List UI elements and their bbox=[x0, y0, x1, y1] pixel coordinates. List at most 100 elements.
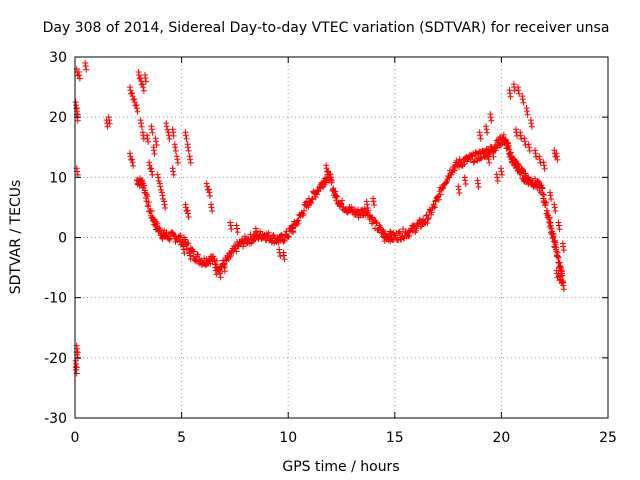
data-point bbox=[474, 177, 481, 184]
x-tick-label: 25 bbox=[599, 430, 617, 446]
x-tick-label: 10 bbox=[279, 430, 297, 446]
data-point bbox=[555, 254, 562, 261]
data-point bbox=[477, 135, 484, 142]
data-point bbox=[206, 192, 213, 199]
data-point bbox=[548, 225, 555, 232]
data-point bbox=[285, 233, 292, 240]
data-point bbox=[144, 132, 151, 139]
data-point bbox=[208, 201, 215, 208]
data-point bbox=[145, 138, 152, 145]
data-point bbox=[556, 277, 563, 284]
data-point bbox=[510, 81, 517, 88]
data-point bbox=[513, 132, 520, 139]
data-point bbox=[184, 141, 191, 148]
data-point bbox=[154, 171, 161, 178]
data-point bbox=[148, 123, 155, 130]
data-point bbox=[483, 123, 490, 130]
data-point bbox=[330, 185, 337, 192]
data-point bbox=[560, 247, 567, 254]
x-tick-label: 0 bbox=[71, 430, 80, 446]
data-point bbox=[156, 180, 163, 187]
x-tick-label: 5 bbox=[177, 430, 186, 446]
data-point bbox=[494, 177, 501, 184]
data-point bbox=[146, 159, 153, 166]
data-point bbox=[475, 183, 482, 190]
y-tick-label: 20 bbox=[49, 110, 67, 126]
data-point bbox=[127, 84, 134, 91]
data-point bbox=[232, 245, 239, 252]
data-point bbox=[234, 229, 241, 236]
data-point bbox=[486, 159, 493, 166]
data-point bbox=[507, 93, 514, 100]
data-point bbox=[517, 129, 524, 136]
axis-ticks: 0 5 10 15 20 25 -30 -20 -10 0 10 20 30 bbox=[44, 50, 617, 446]
data-point bbox=[130, 162, 137, 169]
data-point bbox=[489, 147, 496, 154]
data-point bbox=[151, 150, 158, 157]
data-point bbox=[379, 226, 386, 233]
data-point bbox=[227, 252, 234, 259]
data-point bbox=[525, 141, 532, 148]
data-point bbox=[519, 93, 526, 100]
y-axis-label: SDTVAR / TECUs bbox=[8, 180, 24, 295]
data-point bbox=[551, 147, 558, 154]
data-point bbox=[527, 117, 534, 124]
data-point bbox=[210, 256, 217, 263]
data-point bbox=[313, 191, 320, 198]
data-point bbox=[363, 198, 370, 205]
data-point bbox=[169, 126, 176, 133]
data-point bbox=[485, 153, 492, 160]
data-point bbox=[364, 205, 371, 212]
data-point bbox=[488, 117, 495, 124]
data-point bbox=[552, 208, 559, 215]
data-point bbox=[334, 193, 341, 200]
data-point bbox=[539, 184, 546, 191]
data-point bbox=[369, 214, 376, 221]
data-point bbox=[251, 237, 258, 244]
data-point bbox=[167, 235, 174, 242]
data-point bbox=[75, 69, 82, 76]
data-point bbox=[133, 102, 140, 109]
data-points bbox=[72, 60, 567, 377]
data-point bbox=[428, 209, 435, 216]
data-point bbox=[105, 114, 112, 121]
data-point bbox=[150, 144, 157, 151]
data-point bbox=[72, 99, 79, 106]
data-point bbox=[184, 207, 191, 214]
data-point bbox=[74, 117, 81, 124]
data-point bbox=[285, 233, 292, 240]
data-point bbox=[186, 249, 193, 256]
data-point bbox=[294, 220, 301, 227]
data-point bbox=[370, 195, 377, 202]
data-point bbox=[328, 177, 335, 184]
data-point bbox=[550, 233, 557, 240]
y-tick-label: -20 bbox=[44, 351, 67, 367]
data-point bbox=[546, 214, 553, 221]
x-tick-label: 15 bbox=[386, 430, 404, 446]
data-point bbox=[82, 60, 89, 67]
data-point bbox=[522, 141, 529, 148]
data-point bbox=[528, 123, 535, 130]
data-point bbox=[187, 159, 194, 166]
data-point bbox=[406, 228, 413, 235]
data-point bbox=[83, 66, 90, 73]
data-point bbox=[493, 171, 500, 178]
data-point bbox=[305, 204, 312, 211]
data-point bbox=[172, 147, 179, 154]
data-point bbox=[166, 135, 173, 142]
data-point bbox=[540, 159, 547, 166]
data-point bbox=[414, 220, 421, 227]
data-point bbox=[437, 191, 444, 198]
data-point bbox=[554, 274, 561, 281]
data-point bbox=[221, 268, 228, 275]
data-point bbox=[478, 155, 485, 162]
data-point bbox=[162, 205, 169, 212]
data-point bbox=[431, 202, 438, 209]
data-point bbox=[324, 168, 331, 175]
data-point bbox=[139, 81, 146, 88]
data-point bbox=[290, 229, 297, 236]
data-point bbox=[216, 267, 223, 274]
data-point bbox=[556, 259, 563, 266]
data-point bbox=[234, 242, 241, 249]
data-point bbox=[307, 199, 314, 206]
